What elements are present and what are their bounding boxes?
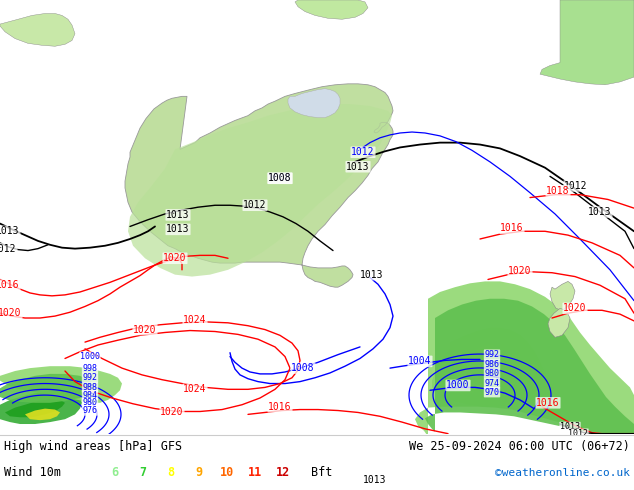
Text: 1013: 1013 (560, 422, 580, 431)
Polygon shape (5, 399, 65, 417)
Text: 1016: 1016 (268, 402, 292, 412)
Text: 1013: 1013 (360, 270, 384, 280)
Text: 1000: 1000 (446, 380, 470, 391)
Text: 1016: 1016 (0, 280, 20, 290)
Text: 1020: 1020 (133, 324, 157, 335)
Text: 1013: 1013 (166, 224, 190, 234)
Text: 1008: 1008 (268, 173, 292, 183)
Text: 1016: 1016 (536, 398, 560, 408)
Text: 988: 988 (82, 383, 98, 392)
Polygon shape (0, 374, 95, 403)
Text: 11: 11 (248, 466, 262, 479)
Text: 1000: 1000 (80, 352, 100, 361)
Text: 1013: 1013 (166, 210, 190, 220)
Text: 1012: 1012 (0, 244, 16, 254)
Polygon shape (540, 0, 634, 85)
Text: 1008: 1008 (291, 363, 314, 373)
Text: 980: 980 (82, 398, 98, 407)
Text: 1016: 1016 (500, 223, 524, 233)
Text: 12: 12 (276, 466, 290, 479)
Text: 1020: 1020 (563, 303, 586, 314)
Text: 1024: 1024 (183, 384, 207, 394)
Text: 1013: 1013 (346, 162, 370, 172)
Polygon shape (0, 366, 122, 403)
Text: Wind 10m: Wind 10m (4, 466, 61, 479)
Text: 1012: 1012 (564, 181, 588, 191)
Text: Bft: Bft (311, 466, 332, 479)
Text: 10: 10 (220, 466, 234, 479)
Text: 1012: 1012 (568, 429, 588, 438)
Text: 1020: 1020 (508, 266, 532, 276)
Polygon shape (463, 357, 497, 386)
Text: 6: 6 (112, 466, 119, 479)
Polygon shape (432, 328, 545, 407)
Polygon shape (0, 390, 82, 424)
Text: ©weatheronline.co.uk: ©weatheronline.co.uk (495, 467, 630, 478)
Text: 1013: 1013 (588, 207, 612, 217)
Text: 998: 998 (82, 364, 98, 372)
Text: 1020: 1020 (160, 408, 184, 417)
Polygon shape (425, 299, 634, 434)
Polygon shape (415, 281, 634, 437)
Text: 980: 980 (484, 369, 500, 378)
Text: 984: 984 (82, 391, 98, 400)
Text: 992: 992 (484, 350, 500, 359)
Text: 1008: 1008 (268, 173, 292, 183)
Text: 8: 8 (167, 466, 174, 479)
Polygon shape (25, 409, 60, 420)
Text: 970: 970 (484, 388, 500, 397)
Polygon shape (550, 281, 575, 310)
Text: 1024: 1024 (183, 315, 207, 325)
Text: High wind areas [hPa] GFS: High wind areas [hPa] GFS (4, 440, 182, 453)
Text: 1020: 1020 (163, 253, 187, 263)
Polygon shape (125, 84, 393, 287)
Polygon shape (0, 14, 75, 46)
Text: 1013: 1013 (0, 226, 20, 236)
Polygon shape (128, 104, 392, 276)
Text: 1012: 1012 (243, 200, 267, 210)
Text: 976: 976 (82, 406, 98, 415)
Text: 1012: 1012 (351, 147, 375, 157)
Text: 7: 7 (139, 466, 146, 479)
Polygon shape (295, 0, 368, 19)
Text: 992: 992 (82, 373, 98, 382)
Text: 1013: 1013 (363, 475, 387, 485)
Text: 9: 9 (195, 466, 202, 479)
Text: We 25-09-2024 06:00 UTC (06+72): We 25-09-2024 06:00 UTC (06+72) (409, 440, 630, 453)
Text: 974: 974 (484, 379, 500, 388)
Text: 986: 986 (484, 360, 500, 369)
Polygon shape (288, 89, 340, 118)
Text: 1018: 1018 (547, 186, 570, 196)
Text: 1020: 1020 (0, 308, 22, 318)
Text: 1004: 1004 (408, 356, 432, 367)
Polygon shape (548, 308, 570, 337)
Polygon shape (452, 345, 505, 395)
